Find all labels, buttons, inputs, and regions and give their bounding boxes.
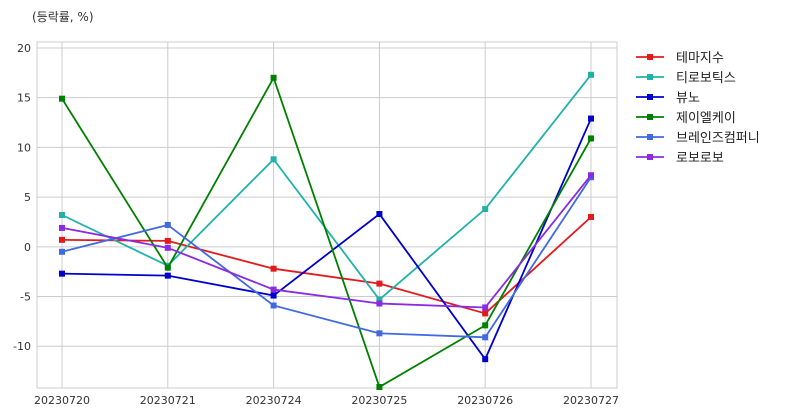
x-tick-label: 20230726 [457,394,513,407]
data-point [59,95,65,102]
legend-label: 제이엘케이 [676,111,736,126]
series-line [61,74,592,301]
data-point [270,74,277,81]
legend-item: 티로보틱스 [636,71,736,86]
data-point [376,330,383,337]
legend-label: 로보로보 [676,151,724,166]
data-point [588,71,594,78]
data-point [588,213,594,220]
series-lines [59,71,594,391]
data-point [376,280,383,287]
y-tick-label: 20 [17,42,31,55]
y-tick-label: 0 [24,241,31,254]
x-tick-label: 20230720 [34,394,90,407]
data-point [376,211,383,218]
y-tick-label: -5 [20,291,31,304]
legend-label: 브레인즈컴퍼니 [676,131,760,146]
series-티로보틱스 [59,71,594,303]
data-point [588,115,594,122]
series-제이엘케이 [59,74,594,391]
series-로보로보 [59,172,594,311]
data-point [59,236,65,243]
data-point [482,322,489,329]
data-point [164,237,171,244]
data-point [482,304,489,311]
legend-marker [647,114,653,120]
y-tick-label: 10 [17,141,31,154]
data-point [164,221,171,228]
series-뷰노 [59,115,594,363]
legend-item: 뷰노 [636,91,700,106]
data-point [59,212,65,218]
series-line [61,176,592,339]
legend-item: 브레인즈컴퍼니 [636,131,760,146]
y-tick-label: -10 [13,340,31,353]
x-tick-label: 20230721 [140,394,196,407]
series-line [61,118,592,361]
axis-labels: 20230720 20230721 20230724 20230725 20230726… [13,42,619,407]
legend-label: 뷰노 [676,91,700,106]
data-point [270,302,277,309]
legend-item: 제이엘케이 [636,111,736,126]
plot-frame [36,41,618,389]
y-tick-label: 5 [24,191,31,204]
data-point [59,248,65,255]
data-point [270,286,277,293]
grid-lines [37,42,617,388]
data-point [376,384,383,391]
legend-marker [647,74,653,80]
data-point [376,300,383,307]
legend-marker [647,94,653,100]
data-point [59,224,65,231]
data-point [270,292,277,299]
data-point [588,135,594,142]
data-point [59,270,65,277]
data-point [270,265,277,272]
data-point [164,244,171,251]
series-line [61,174,592,309]
unit-label: (등락률, %) [32,10,94,24]
legend-item: 로보로보 [636,151,724,166]
data-point [482,206,489,213]
data-point [376,296,383,303]
x-tick-label: 20230725 [351,394,407,407]
data-point [482,356,489,363]
data-point [164,272,171,279]
data-point [482,310,489,317]
legend-marker [647,134,653,140]
data-point [270,156,277,163]
data-point [164,264,171,271]
legend-item: 테마지수 [636,51,724,66]
y-tick-label: 15 [17,92,31,105]
data-point [588,172,594,179]
x-tick-label: 20230727 [563,394,619,407]
legend-label: 티로보틱스 [676,71,736,86]
legend-label: 테마지수 [676,51,724,66]
data-point [482,334,489,341]
series-브레인즈컴퍼니 [59,174,594,341]
legend-marker [647,54,653,60]
legend-marker [647,154,653,160]
series-line [61,75,592,389]
x-tick-label: 20230724 [246,394,302,407]
